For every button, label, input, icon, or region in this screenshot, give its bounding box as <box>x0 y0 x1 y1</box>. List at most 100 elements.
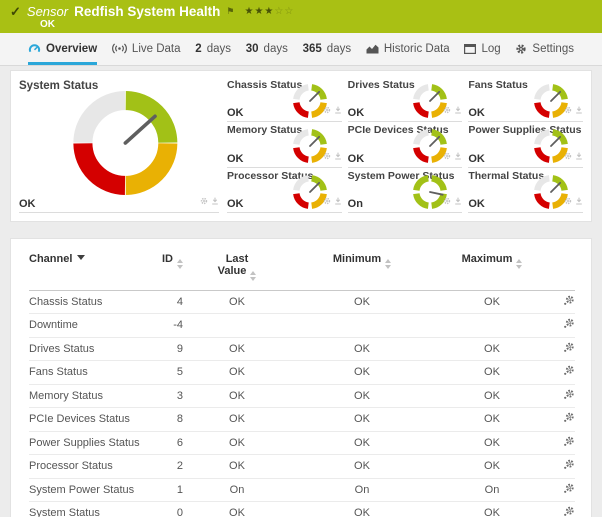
status-gauge <box>533 128 569 169</box>
download-icon[interactable] <box>454 101 462 119</box>
channel-last-value: OK <box>183 360 291 385</box>
channel-maximum: On <box>433 478 551 502</box>
column-header-actions <box>551 247 575 291</box>
gauge-value: OK <box>347 152 365 165</box>
star-filled-icon[interactable]: ★ <box>244 5 255 17</box>
download-icon[interactable] <box>575 192 583 210</box>
tile-icons <box>443 101 462 119</box>
table-row-processor-status: Processor Status 2 OK OK OK <box>29 454 575 479</box>
gauge-value: OK <box>468 152 485 165</box>
status-gauge <box>292 128 328 169</box>
tab-live-data[interactable]: Live Data <box>112 33 181 65</box>
star-empty-icon[interactable]: ☆ <box>284 5 295 17</box>
tab-365-days[interactable]: 365 days <box>303 33 351 65</box>
gear-icon[interactable] <box>564 101 572 119</box>
channel-name[interactable]: Fans Status <box>29 360 147 385</box>
tab-log[interactable]: Log <box>464 33 501 65</box>
star-filled-icon[interactable]: ★ <box>254 5 265 17</box>
channels-table-card: Channel ID Last Value Minimum Maximum Chassi… <box>10 238 592 517</box>
tab-historic-data[interactable]: Historic Data <box>366 33 450 65</box>
sort-icon[interactable] <box>516 259 523 269</box>
sort-icon[interactable] <box>385 259 392 269</box>
download-icon[interactable] <box>334 192 342 210</box>
tab-2-days[interactable]: 2 days <box>195 33 231 65</box>
star-empty-icon[interactable]: ☆ <box>274 5 285 17</box>
tab-settings[interactable]: Settings <box>515 33 574 65</box>
gear-icon[interactable] <box>443 101 451 119</box>
channel-settings-gear-icon[interactable] <box>563 365 575 376</box>
tab-number: 30 <box>245 42 259 55</box>
channel-name[interactable]: Drives Status <box>29 337 147 361</box>
download-icon[interactable] <box>334 101 342 119</box>
gear-icon[interactable] <box>443 192 451 210</box>
channel-name[interactable]: Memory Status <box>29 384 147 408</box>
channel-last-value <box>183 313 291 338</box>
sort-icon[interactable] <box>177 259 183 269</box>
channel-settings-gear-icon[interactable] <box>563 483 575 494</box>
column-header-last-value[interactable]: Last Value <box>183 247 291 291</box>
star-rating[interactable]: ★★★☆☆ <box>244 4 294 19</box>
status-gauge <box>533 83 569 124</box>
channel-settings-gear-icon[interactable] <box>563 436 575 447</box>
tile-icons <box>564 101 583 119</box>
gauge-tile-processor-status: Processor Status OK <box>227 168 342 213</box>
channel-maximum: OK <box>433 501 551 517</box>
channel-name[interactable]: System Power Status <box>29 478 147 502</box>
gauge-value: On <box>347 197 363 210</box>
channel-settings-gear-icon[interactable] <box>563 459 575 470</box>
priority-flag-icon[interactable]: ⚑ <box>226 6 235 16</box>
sort-icon[interactable] <box>250 271 257 281</box>
download-icon[interactable] <box>211 192 219 210</box>
tab-label: Settings <box>532 42 574 55</box>
column-label: ID <box>162 253 173 265</box>
download-icon[interactable] <box>575 147 583 165</box>
channel-name[interactable]: Chassis Status <box>29 290 147 314</box>
gear-icon[interactable] <box>200 192 208 210</box>
channel-settings-gear-icon[interactable] <box>563 295 575 306</box>
tab-label: Historic Data <box>383 42 450 55</box>
channel-id: 3 <box>147 384 183 408</box>
channel-settings-gear-icon[interactable] <box>563 389 575 400</box>
status-gauge <box>412 128 448 169</box>
gear-icon[interactable] <box>443 147 451 165</box>
channel-last-value: OK <box>183 454 291 479</box>
gear-icon[interactable] <box>323 147 331 165</box>
star-filled-icon[interactable]: ★ <box>264 5 275 17</box>
gauge-title: System Status <box>19 80 99 92</box>
gear-icon[interactable] <box>323 192 331 210</box>
channel-settings-gear-icon[interactable] <box>563 318 575 329</box>
column-header-channel[interactable]: Channel <box>29 247 147 291</box>
channel-id: 8 <box>147 407 183 432</box>
channel-name[interactable]: Processor Status <box>29 454 147 479</box>
channel-name[interactable]: Downtime <box>29 313 147 338</box>
gear-icon[interactable] <box>323 101 331 119</box>
tile-icons <box>443 147 462 165</box>
tile-icons <box>200 192 219 210</box>
tile-icons <box>443 192 462 210</box>
channel-settings-gear-icon[interactable] <box>563 342 575 353</box>
channel-last-value: OK <box>183 337 291 361</box>
channel-name[interactable]: PCIe Devices Status <box>29 407 147 432</box>
channel-maximum: OK <box>433 454 551 479</box>
channel-name[interactable]: System Status <box>29 501 147 517</box>
channel-id: 1 <box>147 478 183 502</box>
download-icon[interactable] <box>575 101 583 119</box>
download-icon[interactable] <box>334 147 342 165</box>
column-header-id[interactable]: ID <box>147 247 183 291</box>
channel-settings-gear-icon[interactable] <box>563 412 575 423</box>
channel-minimum: OK <box>291 360 433 385</box>
table-row-fans-status: Fans Status 5 OK OK OK <box>29 360 575 385</box>
gear-icon[interactable] <box>564 192 572 210</box>
channel-name[interactable]: Power Supplies Status <box>29 431 147 455</box>
download-icon[interactable] <box>454 147 462 165</box>
tab-overview[interactable]: Overview <box>28 33 98 65</box>
column-header-minimum[interactable]: Minimum <box>291 247 433 291</box>
gear-icon[interactable] <box>564 147 572 165</box>
tab-30-days[interactable]: 30 days <box>246 33 288 65</box>
column-header-maximum[interactable]: Maximum <box>433 247 551 291</box>
sort-desc-icon[interactable] <box>77 255 86 260</box>
download-icon[interactable] <box>454 192 462 210</box>
page-title: Redfish System Health <box>74 3 221 19</box>
channel-settings-gear-icon[interactable] <box>563 506 575 517</box>
channel-maximum: OK <box>433 407 551 432</box>
